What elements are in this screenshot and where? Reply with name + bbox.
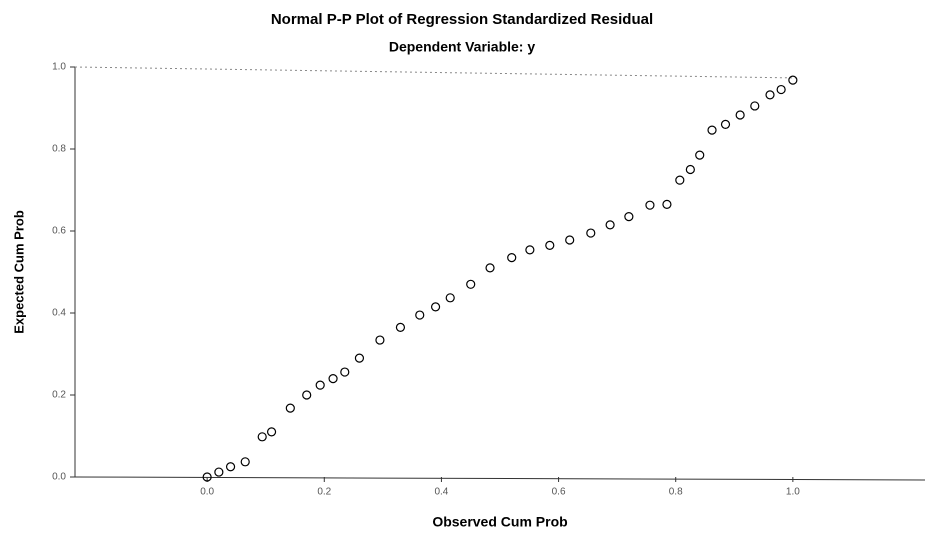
x-tick-label: 0.0 xyxy=(200,487,214,498)
x-tick-label: 1.0 xyxy=(786,487,800,498)
y-tick-label: 1.0 xyxy=(52,62,66,73)
point xyxy=(675,175,685,185)
point xyxy=(240,457,250,467)
point xyxy=(545,240,555,250)
y-tick-label: 0.4 xyxy=(52,308,66,319)
point xyxy=(586,228,596,238)
point xyxy=(685,164,695,175)
point xyxy=(624,212,634,222)
point xyxy=(415,310,425,320)
y-tick-label: 0.8 xyxy=(52,144,66,155)
point xyxy=(354,353,365,363)
point xyxy=(645,200,655,210)
x-tick-label: 0.8 xyxy=(669,487,683,498)
x-axis-label: Observed Cum Prob xyxy=(432,514,567,530)
point xyxy=(315,380,325,390)
point xyxy=(214,467,224,477)
point xyxy=(565,235,575,245)
y-axis-label: Expected Cum Prob xyxy=(11,210,26,334)
y-tick-label: 0.2 xyxy=(52,390,66,401)
point xyxy=(776,84,786,95)
chart-title: Normal P-P Plot of Regression Standardiz… xyxy=(271,11,653,28)
point xyxy=(285,403,295,413)
point xyxy=(430,302,441,312)
y-tick-label: 0.6 xyxy=(52,226,66,237)
frame-top xyxy=(74,66,801,79)
chart-subtitle: Dependent Variable: y xyxy=(389,39,535,55)
x-tick-label: 0.2 xyxy=(317,487,331,498)
point xyxy=(707,125,717,135)
point xyxy=(395,322,406,332)
point xyxy=(605,220,615,230)
y-tick-label: 0.0 xyxy=(52,472,66,483)
point xyxy=(720,119,731,130)
point xyxy=(735,110,745,120)
point xyxy=(340,367,350,377)
point xyxy=(750,101,760,111)
point xyxy=(525,245,535,255)
x-axis xyxy=(74,476,926,481)
point xyxy=(266,427,277,437)
x-tick-label: 0.4 xyxy=(434,487,448,498)
point xyxy=(466,279,476,289)
point xyxy=(695,150,705,160)
point xyxy=(375,335,385,345)
point xyxy=(445,293,455,303)
point xyxy=(202,472,212,482)
point xyxy=(662,199,672,209)
point xyxy=(328,374,338,384)
point xyxy=(765,90,775,100)
point xyxy=(507,253,517,263)
point xyxy=(257,432,267,442)
point xyxy=(788,75,798,85)
x-tick-label: 0.6 xyxy=(552,487,566,498)
point xyxy=(485,263,495,273)
point xyxy=(225,462,236,472)
point xyxy=(302,390,312,400)
